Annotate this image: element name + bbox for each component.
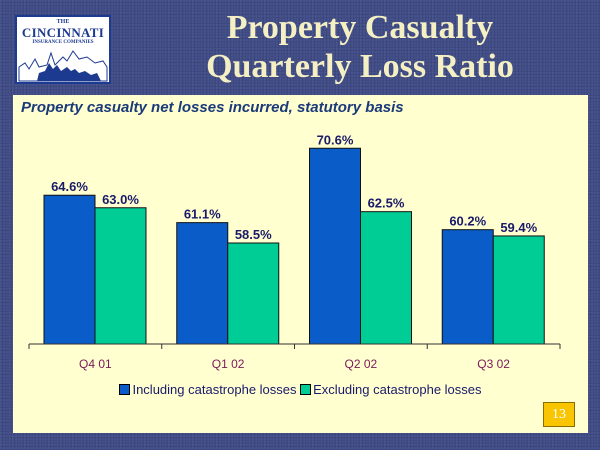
- bar-chart: 64.6% 63.0% Q4 01 61.1% 58.5% Q1 02 70.6% 62.5%…: [28, 132, 561, 371]
- chart-panel: Property casualty net losses incurred, s…: [13, 95, 588, 433]
- title-line-2: Quarterly Loss Ratio: [206, 48, 514, 85]
- data-label: 62.5%: [368, 196, 405, 211]
- legend: Including catastrophe losses Excluding c…: [13, 382, 588, 397]
- title-line-1: Property Casualty: [226, 9, 494, 46]
- x-tick-label: Q1 02: [212, 357, 245, 371]
- legend-swatch-excluding: [300, 384, 312, 396]
- legend-item-excluding: Excluding catastrophe losses: [300, 382, 482, 397]
- logo-line-3: INSURANCE COMPANIES: [32, 40, 94, 45]
- legend-label-excluding: Excluding catastrophe losses: [313, 382, 482, 397]
- data-label: 64.6%: [51, 179, 88, 194]
- bar-including-q4-01: [43, 194, 96, 345]
- legend-swatch-including: [119, 384, 131, 396]
- legend-label-including: Including catastrophe losses: [132, 382, 297, 397]
- bar-excluding-q4-01: [94, 207, 147, 345]
- slide-title: Property Casualty Quarterly Loss Ratio: [150, 8, 570, 86]
- logo-line-2: CINCINNATI: [21, 25, 105, 40]
- data-label: 63.0%: [102, 192, 139, 207]
- bar-including-q1-02: [176, 222, 229, 345]
- x-tick-label: Q2 02: [345, 357, 378, 371]
- data-label: 70.6%: [317, 132, 354, 147]
- data-label: 59.4%: [500, 220, 537, 235]
- company-logo: THE CINCINNATI INSURANCE COMPANIES: [15, 15, 111, 84]
- data-label: 60.2%: [449, 214, 486, 229]
- data-label: 61.1%: [184, 207, 221, 222]
- bar-including-q2-02: [309, 147, 361, 345]
- page-number: 13: [543, 402, 575, 427]
- bar-excluding-q2-02: [360, 211, 412, 345]
- skyline-icon: [18, 50, 108, 82]
- logo-line-1: THE: [56, 19, 70, 25]
- x-tick-label: Q3 02: [477, 357, 510, 371]
- bar-including-q3-02: [441, 229, 494, 345]
- x-tick-label: Q4 01: [79, 357, 112, 371]
- data-label: 58.5%: [235, 227, 272, 242]
- bar-excluding-q1-02: [227, 242, 280, 345]
- bar-excluding-q3-02: [492, 235, 545, 345]
- chart-title: Property casualty net losses incurred, s…: [21, 99, 404, 116]
- legend-item-including: Including catastrophe losses: [119, 382, 300, 397]
